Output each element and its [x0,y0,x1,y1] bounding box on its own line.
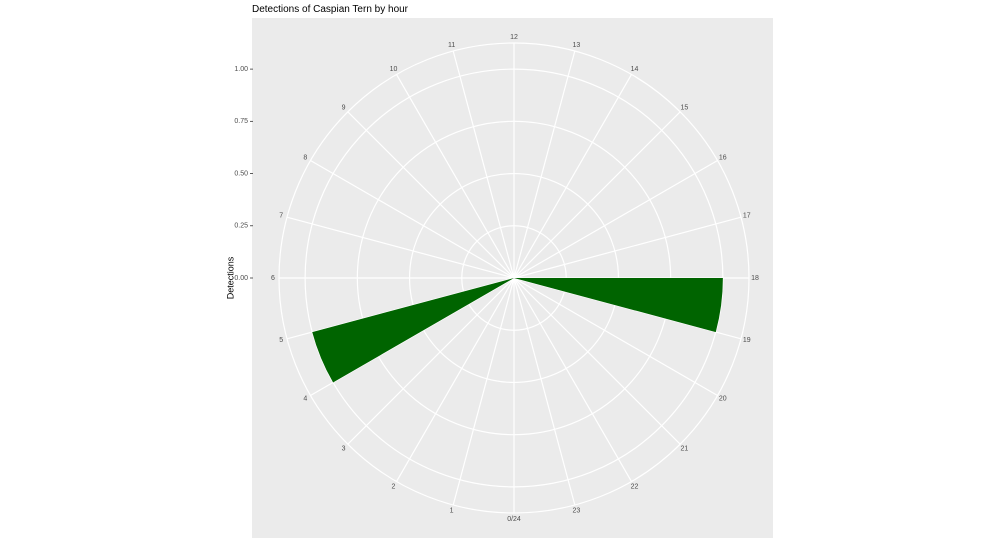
x-tick-label: 7 [279,212,283,219]
x-tick-label: 0/24 [507,516,521,523]
grid-spoke [286,216,515,279]
grid-spoke [452,50,515,279]
x-tick-label: 22 [631,484,639,491]
grid-spoke [513,159,718,279]
x-tick-label: 12 [510,34,518,41]
grid-spoke [452,277,515,506]
grid-spoke [513,74,633,279]
x-tick-label: 20 [719,395,727,402]
grid-spoke [513,277,718,397]
x-tick-label: 21 [681,445,689,452]
x-tick-label: 11 [448,42,455,49]
y-tick-label: 0.00 [234,275,248,282]
grid-spoke [513,277,681,445]
x-tick-label: 16 [719,154,727,161]
grid-spoke [395,74,515,279]
x-tick-label: 15 [681,104,689,111]
grid-spoke [347,111,515,279]
x-tick-label: 19 [743,337,751,344]
x-tick-label: 23 [572,508,580,515]
x-tick-label: 1 [450,508,454,515]
grid-spoke [310,159,515,279]
x-tick-label: 3 [342,445,346,452]
x-tick-label: 17 [743,212,751,219]
x-tick-label: 4 [303,395,307,402]
y-tick-label: 0.25 [234,223,248,230]
y-tick-label: 0.75 [234,118,248,125]
x-tick-label: 10 [390,66,398,73]
grid-spoke [513,277,633,482]
grid-spoke [513,277,576,506]
x-tick-label: 14 [631,66,639,73]
x-tick-label: 5 [279,337,283,344]
grid-spoke [513,277,742,340]
x-tick-label: 13 [572,42,580,49]
y-tick-label: 1.00 [234,66,248,73]
grid-spoke [513,216,742,279]
grid-spoke [347,277,515,445]
bar [514,278,723,333]
y-axis-label: Detections [225,256,235,299]
bar [312,278,514,383]
x-tick-label: 18 [751,275,759,282]
x-tick-label: 8 [303,154,307,161]
grid-spoke [513,111,681,279]
grid-spoke [513,50,576,279]
x-tick-label: 6 [271,275,275,282]
y-tick-label: 0.50 [234,170,248,177]
x-tick-label: 2 [392,484,396,491]
grid-spoke [395,277,515,482]
x-tick-label: 9 [342,104,346,111]
chart-title: Detections of Caspian Tern by hour [252,4,409,15]
